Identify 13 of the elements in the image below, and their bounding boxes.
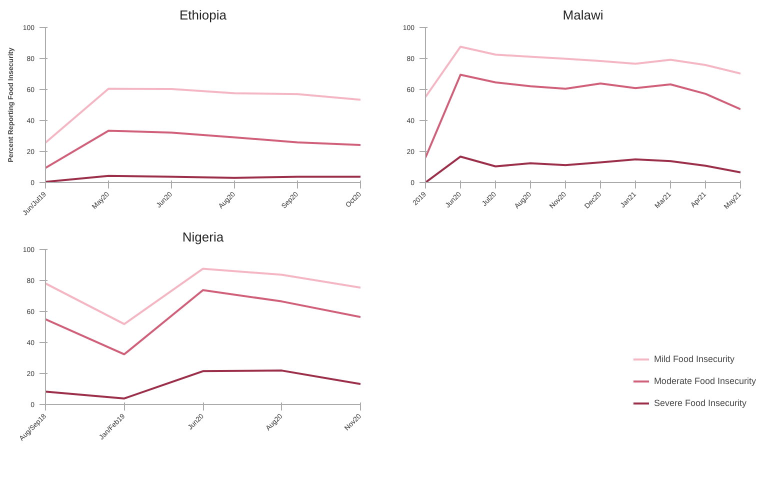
line-series bbox=[46, 268, 360, 326]
legend-label: Mild Food Insecurity bbox=[654, 353, 734, 365]
line-series bbox=[46, 88, 360, 144]
chart-title: Nigeria bbox=[182, 230, 224, 244]
legend-label: Moderate Food Insecurity bbox=[654, 375, 756, 387]
line-series bbox=[426, 74, 740, 159]
line-series bbox=[46, 130, 360, 169]
line-series bbox=[46, 370, 360, 400]
legend-label: Severe Food Insecurity bbox=[654, 397, 746, 409]
line-series bbox=[426, 46, 740, 98]
chart-title: Malawi bbox=[562, 8, 604, 22]
chart-title: Ethiopia bbox=[180, 8, 228, 22]
line-series bbox=[46, 289, 360, 356]
